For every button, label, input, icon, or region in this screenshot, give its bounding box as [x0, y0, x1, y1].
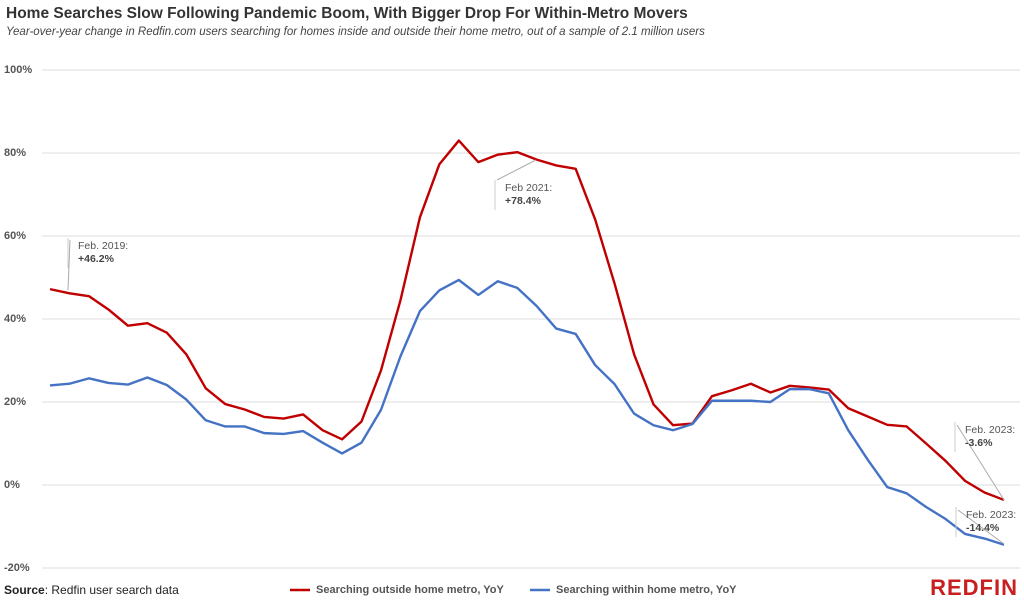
y-tick-label: 60% [4, 230, 26, 242]
annotation-value: +46.2% [78, 253, 115, 265]
series-line [49, 139, 1005, 502]
y-tick-label: 80% [4, 147, 26, 159]
annotation-value: -14.4% [966, 522, 1000, 534]
y-tick-label: 0% [4, 479, 20, 491]
annotation-leader [496, 159, 537, 181]
source: Source: Redfin user search data [4, 583, 179, 597]
annotation-leader [957, 509, 1005, 545]
y-tick-label: 100% [4, 64, 32, 76]
source-label: Source [4, 583, 45, 597]
annotation-value: -3.6% [965, 437, 993, 449]
annotation-label: Feb 2021: [505, 182, 552, 194]
annotation-leader [956, 424, 1005, 501]
logo: REDFIN [930, 575, 1018, 600]
source-text: : Redfin user search data [45, 583, 179, 597]
legend-label: Searching within home metro, YoY [556, 584, 737, 596]
annotation-leader [67, 239, 71, 291]
annotation-value: +78.4% [505, 195, 542, 207]
legend-label: Searching outside home metro, YoY [316, 584, 505, 596]
y-tick-label: 40% [4, 313, 26, 325]
y-tick-label: -20% [4, 562, 30, 574]
annotation-label: Feb. 2023: [966, 509, 1016, 521]
annotation-label: Feb. 2023: [965, 424, 1015, 436]
chart-title: Home Searches Slow Following Pandemic Bo… [6, 5, 688, 22]
annotation-label: Feb. 2019: [78, 240, 128, 252]
y-tick-label: 20% [4, 396, 26, 408]
chart-subtitle: Year-over-year change in Redfin.com user… [6, 26, 705, 38]
series-line [49, 278, 1005, 546]
